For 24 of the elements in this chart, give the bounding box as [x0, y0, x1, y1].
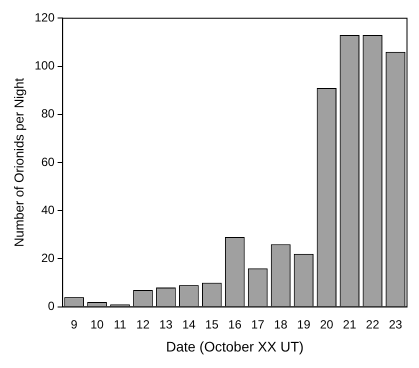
x-tick-label: 16 [228, 317, 242, 332]
y-tick-label: 0 [48, 299, 55, 314]
y-tick-label: 120 [34, 10, 55, 25]
x-tick-label: 14 [182, 317, 196, 332]
x-tick-label: 12 [136, 317, 150, 332]
x-tick-label: 9 [70, 317, 78, 332]
y-tick-label: 40 [41, 202, 55, 217]
y-tick-label: 60 [41, 154, 55, 169]
x-tick-label: 18 [274, 317, 288, 332]
y-tick-label: 100 [34, 58, 55, 73]
x-axis-title: Date (October XX UT) [166, 338, 304, 354]
x-tick-label: 21 [342, 317, 357, 332]
x-tick-label: 15 [205, 317, 219, 332]
x-tick-label: 13 [159, 317, 173, 332]
x-tick-label: 10 [90, 317, 104, 332]
y-axis-title: Number of Orionids per Night [11, 78, 26, 248]
y-tick-label: 80 [41, 106, 55, 121]
x-tick-label: 23 [388, 317, 403, 332]
x-tick-label: 17 [251, 317, 265, 332]
y-tick-label: 20 [41, 251, 55, 266]
x-tick-label: 20 [320, 317, 334, 332]
x-tick-label: 22 [366, 317, 380, 332]
x-tick-label: 11 [114, 317, 127, 332]
x-tick-label: 19 [297, 317, 311, 332]
